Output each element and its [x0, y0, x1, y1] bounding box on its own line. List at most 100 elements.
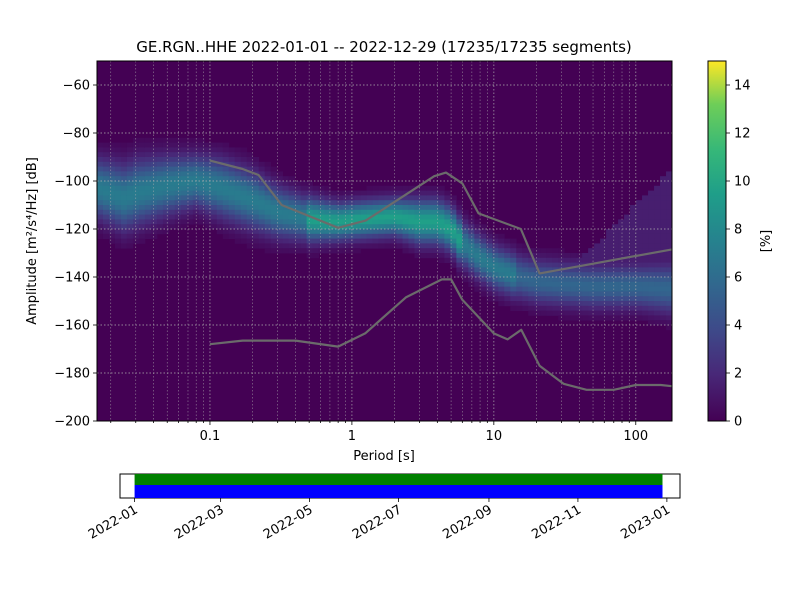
heatmap-cell	[168, 190, 176, 196]
heatmap-cell	[144, 205, 152, 211]
heatmap-cell	[378, 229, 385, 235]
heatmap-cell	[534, 277, 541, 283]
heatmap-cell	[486, 257, 493, 263]
heatmap-cell	[97, 214, 104, 220]
heatmap-cell	[618, 310, 625, 316]
heatmap-cell	[246, 190, 254, 196]
heatmap-cell	[624, 253, 631, 259]
heatmap-cell	[330, 200, 337, 206]
heatmap-cell	[588, 248, 595, 254]
heatmap-cell	[318, 243, 325, 249]
heatmap-cell	[342, 214, 349, 220]
heatmap-cell	[300, 195, 308, 201]
heatmap-cell	[666, 214, 673, 220]
heatmap-cell	[408, 190, 415, 196]
heatmap-cell	[636, 248, 643, 254]
heatmap-cell	[522, 243, 529, 249]
heatmap-cell	[294, 229, 302, 235]
heatmap-cell	[468, 257, 475, 263]
heatmap-cell	[198, 142, 206, 148]
heatmap-cell	[432, 248, 439, 254]
heatmap-cell	[600, 315, 607, 321]
heatmap-cell	[606, 253, 613, 259]
heatmap-cell	[108, 152, 116, 158]
heatmap-cell	[234, 195, 242, 201]
heatmap-cell	[180, 185, 188, 191]
heatmap-cell	[132, 171, 140, 177]
heatmap-cell	[666, 233, 673, 239]
heatmap-cell	[420, 190, 427, 196]
heatmap-cell	[192, 176, 200, 182]
heatmap-cell	[156, 219, 164, 225]
heatmap-cell	[618, 243, 625, 249]
heatmap-cell	[582, 257, 589, 263]
plot-area	[96, 60, 673, 422]
heatmap-cell	[648, 272, 655, 278]
heatmap-cell	[330, 233, 337, 239]
heatmap-cell	[282, 200, 290, 206]
heatmap-cell	[318, 233, 325, 239]
heatmap-cell	[372, 238, 379, 244]
heatmap-cell	[606, 229, 613, 235]
heatmap-cell	[204, 176, 212, 182]
heatmap-cell	[120, 233, 128, 239]
heatmap-cell	[186, 205, 194, 211]
heatmap-cell	[666, 291, 673, 297]
heatmap-cell	[336, 214, 343, 220]
heatmap-cell	[564, 286, 571, 292]
heatmap-cell	[492, 286, 499, 292]
heatmap-cell	[348, 200, 355, 206]
heatmap-cell	[402, 209, 409, 215]
heatmap-cell	[498, 262, 505, 268]
heatmap-cell	[642, 195, 649, 201]
heatmap-cell	[654, 233, 661, 239]
heatmap-cell	[132, 224, 140, 230]
heatmap-cell	[120, 219, 128, 225]
heatmap-cell	[420, 209, 427, 215]
heatmap-cell	[648, 224, 655, 230]
heatmap-cell	[126, 195, 134, 201]
heatmap-cell	[462, 267, 469, 273]
heatmap-cell	[606, 301, 613, 307]
heatmap-cell	[126, 214, 134, 220]
heatmap-cell	[114, 233, 122, 239]
heatmap-cell	[204, 161, 212, 167]
x-tick-label: 0.1	[200, 429, 221, 444]
heatmap-cell	[306, 205, 314, 211]
heatmap-cell	[444, 238, 451, 244]
heatmap-cell	[372, 224, 379, 230]
heatmap-cell	[456, 272, 463, 278]
heatmap-cell	[234, 238, 242, 244]
heatmap-cell	[606, 305, 613, 311]
heatmap-cell	[306, 243, 314, 249]
heatmap-cell	[264, 229, 272, 235]
heatmap-cell	[630, 209, 637, 215]
heatmap-cell	[97, 176, 104, 182]
heatmap-cell	[198, 157, 206, 163]
heatmap-cell	[336, 209, 343, 215]
heatmap-cell	[456, 243, 463, 249]
heatmap-cell	[126, 219, 134, 225]
heatmap-cell	[618, 229, 625, 235]
heatmap-cell	[468, 219, 475, 225]
heatmap-cell	[132, 205, 140, 211]
heatmap-cell	[648, 286, 655, 292]
heatmap-cell	[600, 281, 607, 287]
heatmap-cell	[654, 248, 661, 254]
heatmap-cell	[666, 310, 673, 316]
heatmap-cell	[612, 315, 619, 321]
heatmap-cell	[384, 224, 391, 230]
heatmap-cell	[168, 205, 176, 211]
heatmap-cell	[552, 310, 559, 316]
heatmap-cell	[384, 195, 391, 201]
heatmap-cell	[636, 243, 643, 249]
heatmap-cell	[324, 200, 331, 206]
heatmap-cell	[132, 161, 140, 167]
heatmap-cell	[606, 291, 613, 297]
heatmap-cell	[558, 257, 565, 263]
heatmap-cell	[114, 142, 122, 148]
heatmap-cell	[258, 233, 266, 239]
heatmap-cell	[336, 238, 343, 244]
heatmap-cell	[228, 233, 236, 239]
heatmap-cell	[408, 195, 415, 201]
